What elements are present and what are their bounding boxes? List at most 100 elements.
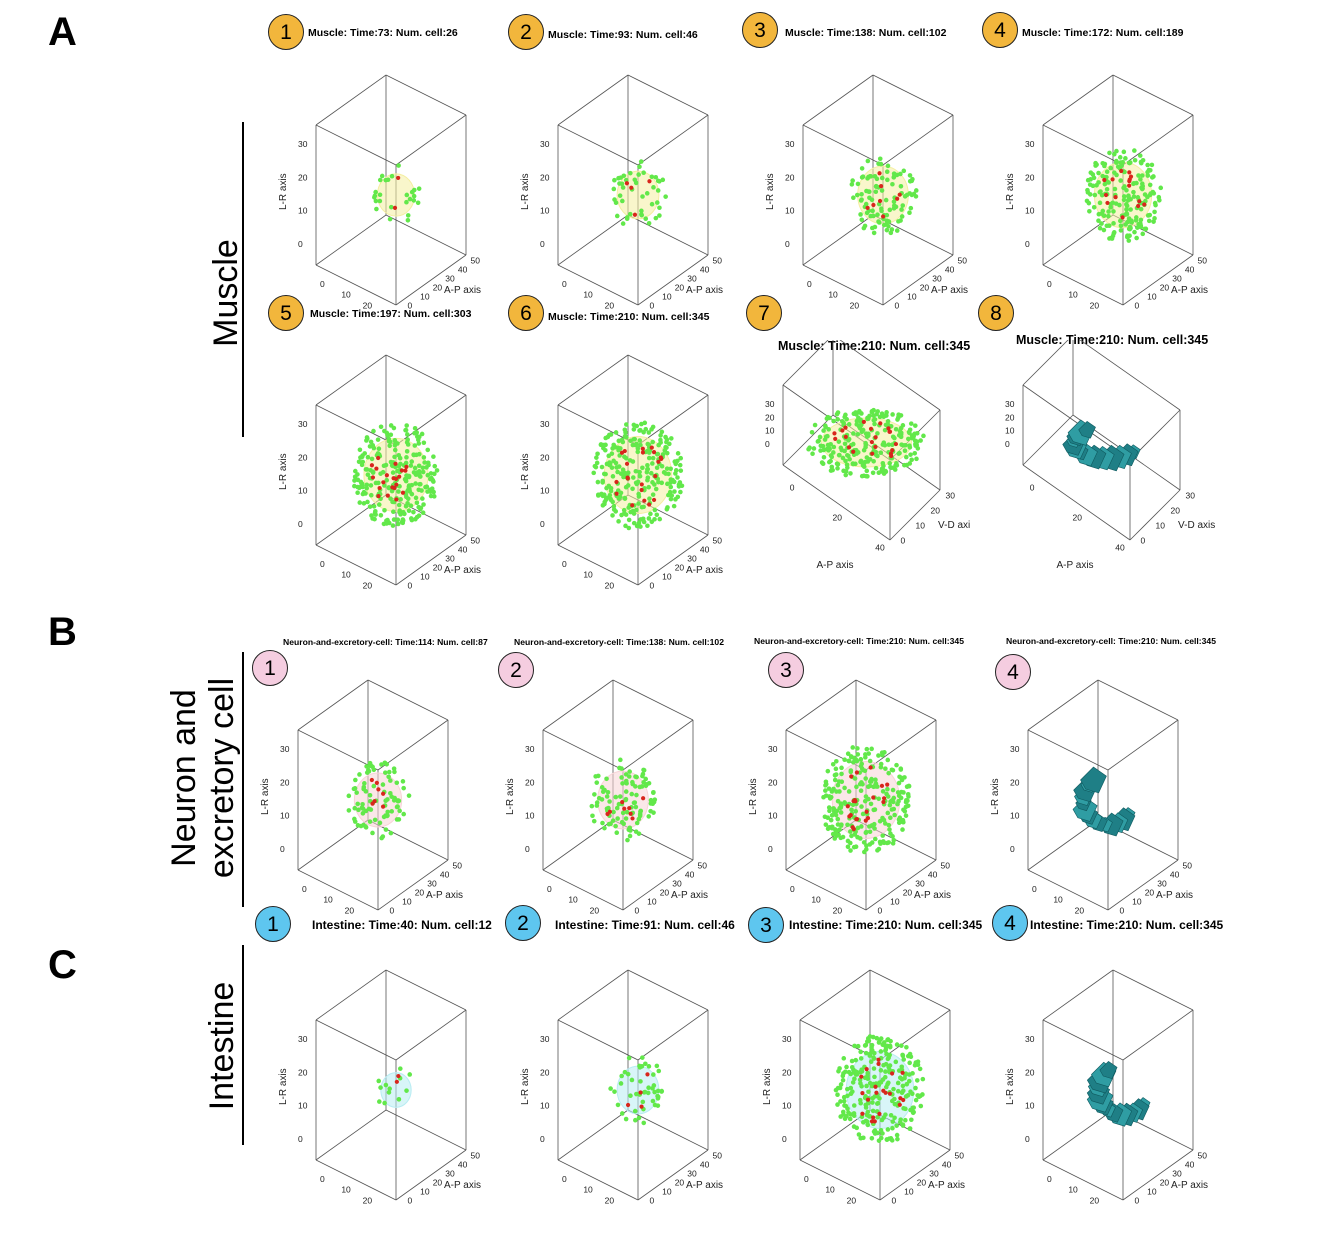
cell-point xyxy=(409,189,415,195)
cell-point xyxy=(852,1076,857,1082)
cell-point xyxy=(377,177,383,183)
cell-point xyxy=(905,803,911,809)
cell-point-highlight xyxy=(404,464,409,469)
cell-point xyxy=(1137,153,1143,158)
cell-point xyxy=(648,511,653,517)
cell-point-highlight xyxy=(391,476,396,481)
tick-label-b: 0 xyxy=(320,1174,325,1184)
cell-point xyxy=(386,520,392,526)
cell-point xyxy=(608,432,614,437)
cell-point xyxy=(653,174,659,180)
tick-label-c: 10 xyxy=(1147,1187,1157,1197)
cell-point xyxy=(858,458,864,464)
cell-point xyxy=(630,459,636,464)
cell-point xyxy=(405,487,411,493)
cell-point xyxy=(672,489,677,494)
cell-point xyxy=(615,1102,621,1108)
axis-label-b: A-P axis xyxy=(817,560,854,571)
cell-point xyxy=(675,494,681,500)
cell-point xyxy=(391,766,397,771)
cell-point xyxy=(405,213,411,218)
cell-point xyxy=(858,763,864,769)
cell-point-highlight xyxy=(639,1104,644,1109)
cell-point xyxy=(669,436,674,441)
cell-point xyxy=(881,840,886,845)
cell-point xyxy=(373,509,378,514)
cell-point xyxy=(838,810,844,815)
cell-point xyxy=(364,485,370,491)
tick-label-a: 0 xyxy=(540,1134,545,1144)
cell-point xyxy=(821,428,826,433)
cell-point xyxy=(1126,160,1132,166)
cell-point xyxy=(835,1092,840,1098)
tick-label-a: 30 xyxy=(280,744,290,754)
cell-point-highlight xyxy=(890,1071,895,1076)
cell-point xyxy=(1145,194,1150,200)
cell-scatter xyxy=(608,1055,665,1126)
cell-point xyxy=(664,466,670,471)
panel-title: Muscle: Time:93: Num. cell:46 xyxy=(548,29,698,41)
cell-point-highlight xyxy=(849,774,854,779)
tick-label-b: 0 xyxy=(547,884,552,894)
tick-label-c: 50 xyxy=(958,256,968,266)
cell-point xyxy=(875,431,880,436)
cell-point xyxy=(417,481,422,487)
tick-label-a: 30 xyxy=(1010,744,1020,754)
cell-point xyxy=(1106,213,1111,219)
cell-point xyxy=(618,1081,624,1086)
cell-point xyxy=(899,777,905,783)
cell-point xyxy=(369,456,375,462)
tick-label-a: 30 xyxy=(768,744,778,754)
axis-label-a: L-R axis xyxy=(1005,173,1016,210)
cell-point xyxy=(666,492,671,498)
cell-point xyxy=(1124,211,1129,216)
cell-point xyxy=(360,491,366,497)
cell-point xyxy=(894,1123,899,1128)
cell-point xyxy=(858,788,864,794)
cell-point-highlight xyxy=(377,485,382,491)
cell-point xyxy=(413,481,418,486)
cell-point xyxy=(891,199,897,205)
cell-point xyxy=(830,761,836,767)
axis-label-c: A-P axis xyxy=(686,565,723,576)
cell-point-highlight xyxy=(639,482,644,487)
surface-mesh xyxy=(1086,1060,1151,1127)
cell-point xyxy=(643,216,649,222)
axis-label-c: A-P axis xyxy=(671,890,708,901)
axis-label-c: A-P axis xyxy=(1171,285,1208,296)
cell-point xyxy=(1135,225,1140,230)
cell-point xyxy=(855,752,861,757)
cell-point-highlight xyxy=(1142,202,1147,207)
cell-point xyxy=(634,423,640,429)
cell-point xyxy=(902,448,908,454)
cell-point-highlight xyxy=(840,428,845,433)
cell-point-highlight xyxy=(878,421,883,426)
cell-point xyxy=(661,470,667,475)
cell-point xyxy=(646,1085,651,1091)
cell-point xyxy=(1146,218,1152,224)
cell-point xyxy=(846,1069,852,1075)
cell-point xyxy=(885,810,891,816)
cell-scatter xyxy=(346,760,412,841)
cell-point-highlight xyxy=(1127,179,1132,184)
cell-point-highlight xyxy=(399,468,404,473)
tick-label-a: 0 xyxy=(782,1134,787,1144)
cell-point xyxy=(382,1100,387,1106)
cell-point xyxy=(401,811,407,817)
cell-point xyxy=(618,175,624,180)
cell-point xyxy=(637,428,642,433)
cell-point xyxy=(899,207,904,212)
cell-point xyxy=(860,462,866,467)
cell-point xyxy=(409,459,415,464)
cell-point xyxy=(622,427,628,433)
cell-point-highlight xyxy=(376,493,381,499)
cell-point xyxy=(351,786,357,792)
cell-point-highlight xyxy=(372,799,377,804)
cell-point xyxy=(411,509,416,515)
cell-point xyxy=(628,1093,633,1098)
cell-point xyxy=(883,469,889,475)
cell-scatter xyxy=(833,1034,926,1143)
cell-point-highlight xyxy=(880,214,886,219)
tick-label-c: 40 xyxy=(700,265,710,275)
tick-label-c: 40 xyxy=(942,1160,952,1170)
